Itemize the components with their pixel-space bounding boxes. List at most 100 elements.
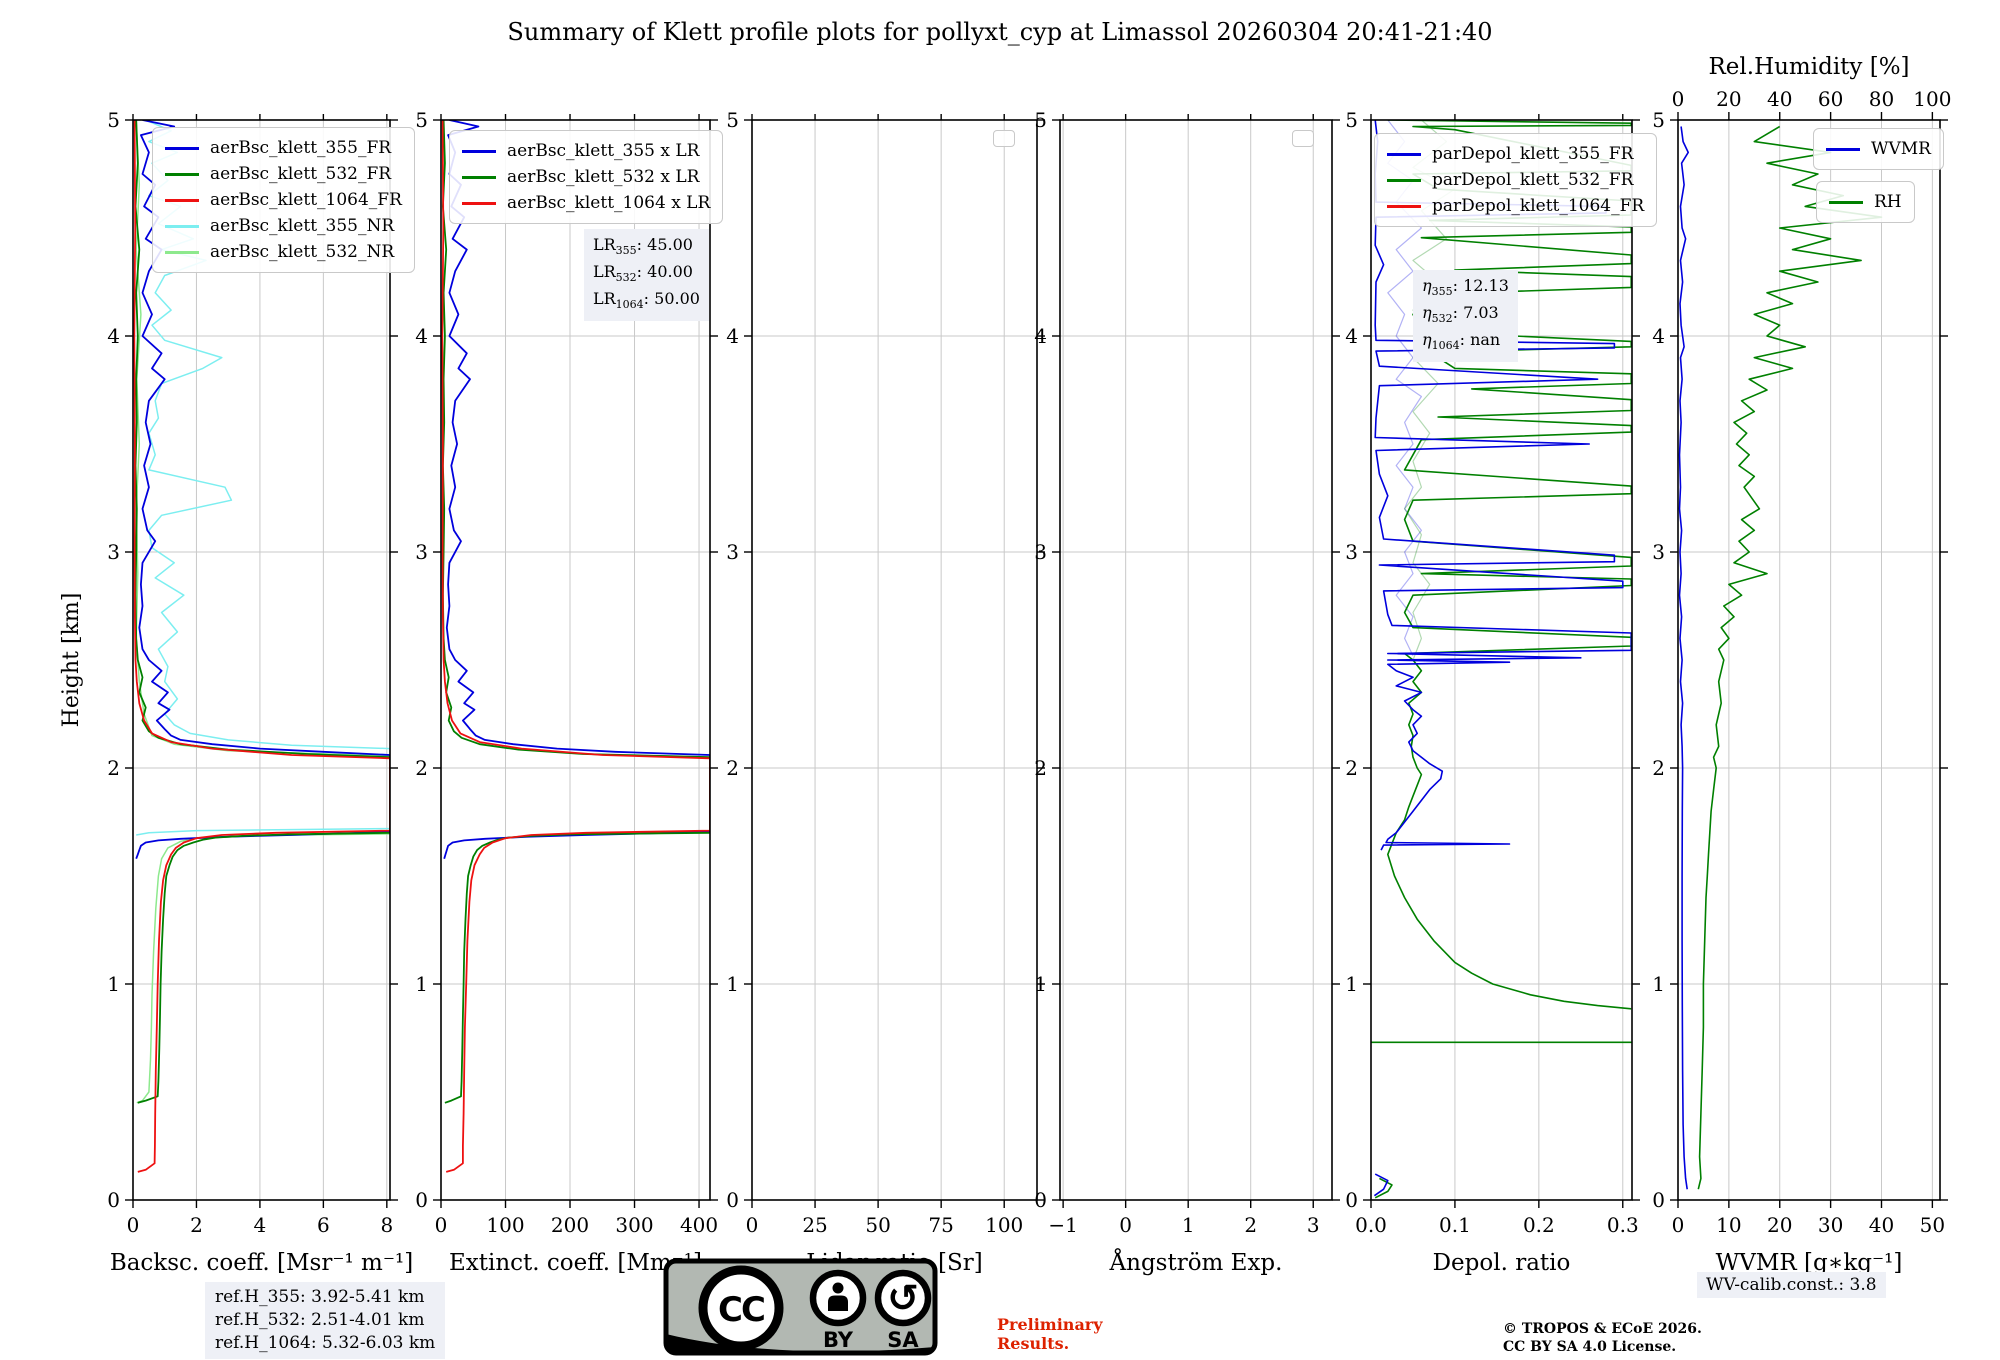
info-box-depol_ratio: η355: 12.13 η532: 7.03 η1064: nan: [1413, 270, 1518, 362]
x-tick-label: 0: [435, 1213, 448, 1237]
legend-item: aerBsc_klett_355 x LR: [462, 138, 710, 164]
legend-label: parDepol_klett_532_FR: [1432, 170, 1634, 190]
x-tick-label: 0.1: [1439, 1213, 1471, 1237]
legend-line-swatch: [165, 224, 199, 228]
info-box-extinction: LR355: 45.00 LR532: 40.00 LR1064: 50.00: [584, 229, 709, 321]
x-tick-label: 25: [802, 1213, 827, 1237]
y-tick-label: 3: [1345, 540, 1358, 564]
legend-label: aerBsc_klett_532 x LR: [507, 167, 700, 187]
axes-spines: [1677, 119, 1941, 1201]
info-line: LR532: 40.00: [593, 262, 693, 285]
legend-backscatter: aerBsc_klett_355_FR aerBsc_klett_532_FR ae…: [152, 127, 415, 273]
legend-line-swatch: [1826, 147, 1860, 151]
y-tick-label: 2: [1652, 756, 1665, 780]
legend-label: aerBsc_klett_355 x LR: [507, 141, 700, 161]
info-line: η532: 7.03: [1422, 303, 1499, 326]
y-tick-label: 4: [1345, 324, 1358, 348]
legend-label: RH: [1874, 192, 1902, 212]
y-tick-label: 0: [1034, 1188, 1047, 1212]
y-tick-label: 1: [1034, 972, 1047, 996]
legend-label: aerBsc_klett_1064 x LR: [507, 193, 711, 213]
x-tick-label: 6: [317, 1213, 330, 1237]
x-tick-label: 100: [985, 1213, 1023, 1237]
ref-height-1064: ref.H_1064: 5.32-6.03 km: [215, 1333, 436, 1353]
x-tick-label: 10: [1716, 1213, 1741, 1237]
series-parDepol_klett_532_FR: [1374, 1177, 1393, 1199]
series-parDepol_klett_355_FR: [1374, 120, 1632, 851]
rh-tick-label: 100: [1913, 87, 1951, 111]
preliminary-line2: Results.: [997, 1334, 1070, 1353]
info-line: η1064: nan: [1422, 330, 1501, 353]
y-tick-label: 4: [1652, 324, 1665, 348]
cc-letters: CC: [718, 1290, 764, 1330]
legend-extinction: aerBsc_klett_355 x LR aerBsc_klett_532 x …: [449, 130, 724, 224]
legend-item: aerBsc_klett_355_NR: [165, 213, 402, 239]
legend-label: parDepol_klett_355_FR: [1432, 144, 1634, 164]
legend-label: parDepol_klett_1064_FR: [1432, 196, 1645, 216]
x-tick-label: 0: [746, 1213, 759, 1237]
legend-label: WVMR: [1871, 139, 1931, 159]
axes-spines: [132, 119, 391, 1201]
legend-line-swatch: [1387, 178, 1421, 182]
y-tick-label: 5: [1034, 108, 1047, 132]
y-tick-label: 0: [726, 1188, 739, 1212]
x-axis-label-depol_ratio: Depol. ratio: [1433, 1250, 1571, 1276]
series-aerBsc_klett_1064_FR: [133, 120, 390, 1173]
cc-by-label: BY: [823, 1328, 854, 1352]
y-tick-label: 3: [107, 540, 120, 564]
x-tick-label: 20: [1767, 1213, 1792, 1237]
x-tick-label: 30: [1818, 1213, 1843, 1237]
series-aerBsc_klett_532_FR: [134, 120, 390, 1104]
y-tick-label: 4: [726, 324, 739, 348]
legend-label: aerBsc_klett_1064_FR: [210, 190, 402, 210]
legend-label: aerBsc_klett_355_FR: [210, 138, 392, 158]
x-tick-label: 4: [254, 1213, 267, 1237]
series-aerBsc_klett_532_NR: [135, 120, 390, 1104]
x-axis-label-angstrom_exp: Ångström Exp.: [1109, 1248, 1283, 1276]
y-tick-label: 2: [1345, 756, 1358, 780]
x-tick-label: 3: [1307, 1213, 1320, 1237]
legend-line-swatch: [165, 172, 199, 176]
y-tick-label: 3: [1652, 540, 1665, 564]
x-tick-label: 1: [1182, 1213, 1195, 1237]
legend-line-swatch: [462, 175, 496, 179]
y-tick-label: 5: [107, 108, 120, 132]
legend-label: aerBsc_klett_532_NR: [210, 242, 395, 262]
legend-item: parDepol_klett_532_FR: [1387, 167, 1644, 193]
info-line: LR355: 45.00: [593, 235, 693, 258]
legend-item: aerBsc_klett_355_FR: [165, 135, 402, 161]
series-parDepol_klett_355_FR: [1373, 1173, 1389, 1197]
y-tick-label: 1: [1345, 972, 1358, 996]
y-tick-label: 1: [726, 972, 739, 996]
legend-line-swatch: [1829, 200, 1863, 204]
legend-line-swatch: [462, 149, 496, 153]
x-tick-label: 0.2: [1523, 1213, 1555, 1237]
axes-spines: [1370, 119, 1633, 1201]
y-tick-label: 4: [107, 324, 120, 348]
series-aerBsc_klett_1064_x_LR: [441, 120, 710, 1173]
y-tick-label: 0: [415, 1188, 428, 1212]
legend-label: aerBsc_klett_355_NR: [210, 216, 395, 236]
x-tick-label: 400: [680, 1213, 718, 1237]
legend-lidar_ratio: [993, 130, 1015, 147]
legend-item: parDepol_klett_1064_FR: [1387, 193, 1644, 219]
top-axis-label: Rel.Humidity [%]: [1708, 54, 1909, 80]
ref-height-532: ref.H_532: 2.51-4.01 km: [215, 1310, 425, 1330]
x-axis-label-extinction: Extinct. coeff. [Mm⁻¹]: [449, 1250, 702, 1276]
y-tick-label: 2: [415, 756, 428, 780]
legend-line-swatch: [165, 198, 199, 202]
reference-height-box: ref.H_355: 3.92-5.41 km ref.H_532: 2.51-…: [205, 1282, 446, 1359]
legend-angstrom_exp: [1292, 130, 1314, 147]
x-tick-label: 40: [1869, 1213, 1894, 1237]
y-tick-label: 5: [1345, 108, 1358, 132]
copyright-line1: © TROPOS & ECoE 2026.: [1503, 1321, 1702, 1337]
y-tick-label: 1: [107, 972, 120, 996]
cc-sa-label: SA: [887, 1328, 919, 1352]
x-tick-label: 50: [865, 1213, 890, 1237]
preliminary-results-note: Preliminary Results.: [997, 1315, 1103, 1353]
y-tick-label: 2: [726, 756, 739, 780]
legend-item: WVMR: [1826, 136, 1931, 162]
legend2-wvmr_rh: RH: [1816, 181, 1915, 223]
y-tick-label: 3: [1034, 540, 1047, 564]
